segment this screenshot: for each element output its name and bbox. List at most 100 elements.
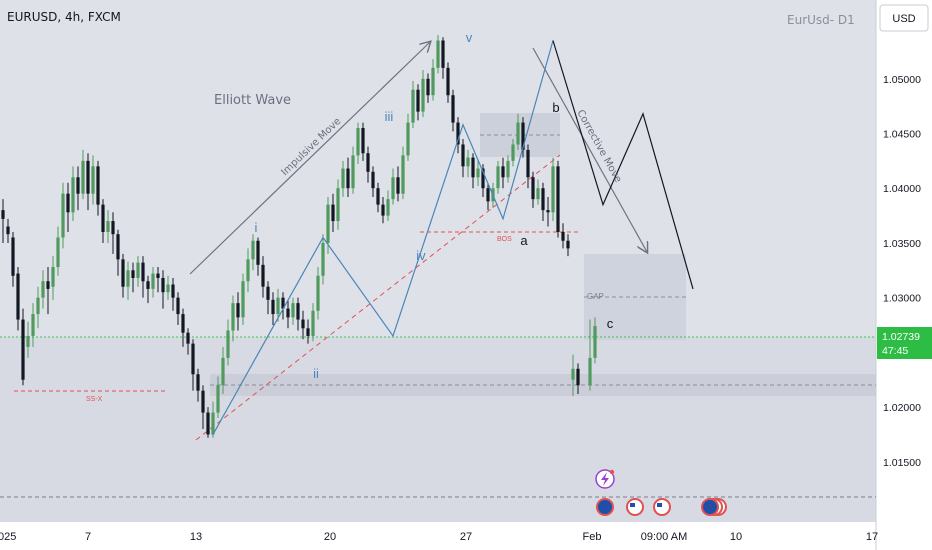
candle-body[interactable] xyxy=(381,204,385,216)
candle-body[interactable] xyxy=(251,240,255,260)
candle-body[interactable] xyxy=(476,168,480,178)
candle-body[interactable] xyxy=(311,310,315,336)
candle-body[interactable] xyxy=(506,160,510,178)
candle-body[interactable] xyxy=(556,166,560,232)
candle-body[interactable] xyxy=(106,221,110,232)
candle-body[interactable] xyxy=(181,314,185,333)
candle-body[interactable] xyxy=(216,385,220,413)
candle-body[interactable] xyxy=(351,155,355,189)
candle-body[interactable] xyxy=(91,166,95,194)
candle-body[interactable] xyxy=(386,199,390,216)
candle-body[interactable] xyxy=(256,240,260,265)
candle-body[interactable] xyxy=(421,78,425,112)
candle-body[interactable] xyxy=(371,171,375,189)
candle-body[interactable] xyxy=(41,281,45,298)
candle-body[interactable] xyxy=(396,177,400,194)
candle-body[interactable] xyxy=(451,95,455,123)
candle-body[interactable] xyxy=(521,122,525,150)
us-flag-icon[interactable] xyxy=(626,498,644,516)
corrective-arrow[interactable] xyxy=(532,47,647,252)
lightning-icon[interactable] xyxy=(595,469,615,489)
candle-body[interactable] xyxy=(136,262,140,278)
candle-body[interactable] xyxy=(46,281,50,289)
candle-body[interactable] xyxy=(536,188,540,200)
candle-body[interactable] xyxy=(296,303,300,320)
candle-body[interactable] xyxy=(561,232,565,241)
candle-body[interactable] xyxy=(531,177,535,200)
candle-body[interactable] xyxy=(346,168,350,189)
candle-body[interactable] xyxy=(71,177,75,213)
candle-body[interactable] xyxy=(461,144,465,167)
candle-body[interactable] xyxy=(121,259,125,287)
impulse-wave-line[interactable] xyxy=(212,40,554,435)
supply-zone[interactable] xyxy=(480,113,560,157)
candle-body[interactable] xyxy=(341,168,345,189)
candle-body[interactable] xyxy=(81,160,85,194)
candle-body[interactable] xyxy=(1,210,5,219)
candle-body[interactable] xyxy=(151,273,155,289)
candle-body[interactable] xyxy=(101,204,105,232)
candle-body[interactable] xyxy=(486,188,490,202)
candle-body[interactable] xyxy=(196,374,200,391)
candle-body[interactable] xyxy=(116,234,120,260)
candle-body[interactable] xyxy=(96,166,100,205)
candle-body[interactable] xyxy=(161,277,165,293)
candle-body[interactable] xyxy=(16,273,20,320)
candle-body[interactable] xyxy=(141,262,145,282)
corrective-wave-line[interactable] xyxy=(552,40,694,290)
candle-body[interactable] xyxy=(326,204,330,243)
candle-body[interactable] xyxy=(206,412,210,435)
candle-body[interactable] xyxy=(571,368,575,380)
candle-body[interactable] xyxy=(336,188,340,222)
candle-body[interactable] xyxy=(471,157,475,178)
candle-body[interactable] xyxy=(411,89,415,123)
candle-body[interactable] xyxy=(376,188,380,205)
candle-body[interactable] xyxy=(186,332,190,344)
candle-body[interactable] xyxy=(221,357,225,386)
candle-body[interactable] xyxy=(566,240,570,249)
candle-body[interactable] xyxy=(51,267,55,287)
candle-body[interactable] xyxy=(276,297,280,315)
candle-body[interactable] xyxy=(76,177,80,194)
candle-body[interactable] xyxy=(156,273,160,278)
candle-body[interactable] xyxy=(546,210,550,213)
candle-body[interactable] xyxy=(516,122,520,145)
candle-body[interactable] xyxy=(426,78,430,96)
candle-body[interactable] xyxy=(261,264,265,287)
candle-body[interactable] xyxy=(306,328,310,336)
candle-body[interactable] xyxy=(131,270,135,278)
candle-body[interactable] xyxy=(36,297,40,315)
current-price-tag[interactable] xyxy=(877,327,932,359)
candle-body[interactable] xyxy=(201,390,205,413)
candle-body[interactable] xyxy=(526,149,530,178)
candle-body[interactable] xyxy=(66,193,70,213)
impulsive-arrow[interactable] xyxy=(189,42,430,275)
candle-body[interactable] xyxy=(291,303,295,318)
candle-body[interactable] xyxy=(441,40,445,68)
candle-body[interactable] xyxy=(301,319,305,329)
candle-body[interactable] xyxy=(511,144,515,161)
candle-body[interactable] xyxy=(316,275,320,311)
candle-body[interactable] xyxy=(588,357,592,386)
currency-button[interactable] xyxy=(879,4,929,32)
candle-body[interactable] xyxy=(321,242,325,276)
eu-flag-icon[interactable] xyxy=(596,498,614,516)
candle-body[interactable] xyxy=(246,259,250,282)
candle-body[interactable] xyxy=(166,284,170,293)
candle-body[interactable] xyxy=(501,166,505,178)
candle-body[interactable] xyxy=(416,89,420,112)
candle-body[interactable] xyxy=(241,281,245,318)
candle-body[interactable] xyxy=(406,122,410,156)
candle-body[interactable] xyxy=(446,67,450,96)
candle-body[interactable] xyxy=(391,177,395,200)
candle-body[interactable] xyxy=(366,153,370,172)
candle-body[interactable] xyxy=(466,157,470,167)
candle-body[interactable] xyxy=(481,168,485,189)
candle-body[interactable] xyxy=(226,330,230,358)
event-stack-icon[interactable] xyxy=(701,498,727,516)
candle-body[interactable] xyxy=(286,308,290,318)
candle-body[interactable] xyxy=(541,188,545,211)
candle-body[interactable] xyxy=(551,166,555,213)
candle-body[interactable] xyxy=(11,237,15,276)
candle-body[interactable] xyxy=(266,286,270,300)
